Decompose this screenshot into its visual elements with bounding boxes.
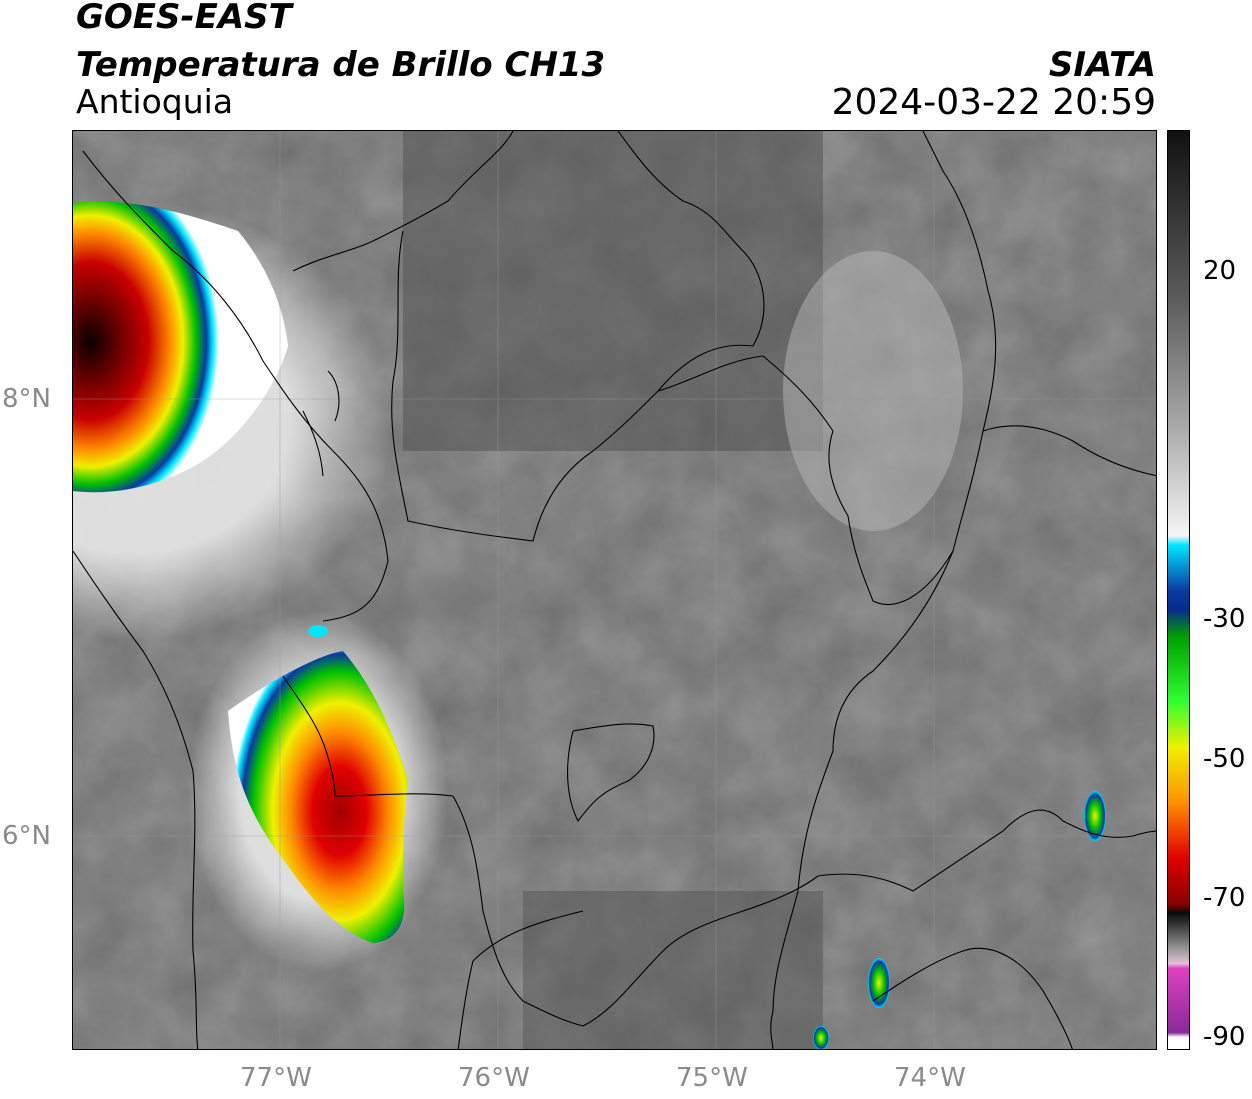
- department-boundary-southeast: [872, 947, 1073, 1049]
- lat-label-6n: 6°N: [2, 821, 51, 851]
- department-boundary-magdalena: [770, 550, 954, 1049]
- lat-label-8n: 8°N: [2, 384, 51, 414]
- bright-region-east: [783, 251, 963, 531]
- department-boundary-cesar: [982, 425, 1156, 477]
- department-boundary-antioquia-north: [391, 230, 659, 542]
- dark-region-north: [403, 131, 823, 451]
- coastline-caribbean: [82, 150, 389, 622]
- department-boundary-north: [657, 355, 954, 605]
- department-boundary-santander: [817, 809, 1156, 892]
- region-label: Antioquia: [76, 82, 234, 121]
- coastline-uraba: [292, 131, 514, 272]
- lon-label-76w: 76°W: [458, 1063, 530, 1093]
- department-boundary-antioquia-west: [282, 675, 454, 797]
- department-boundary-caldas: [567, 723, 655, 823]
- department-boundary-south: [452, 795, 819, 1027]
- map-canvas: [73, 131, 1156, 1049]
- storm-cell-small-east: [1084, 791, 1106, 841]
- coastline-gulf: [302, 370, 340, 477]
- department-boundary-southwest: [457, 910, 584, 1049]
- storm-cell-southwest: [228, 651, 408, 943]
- colorbar-tick-minus30: -30: [1203, 604, 1246, 634]
- storm-cell-small-bottom: [813, 1026, 829, 1049]
- datetime-label: 2024-03-22 20:59: [831, 82, 1156, 123]
- colorbar: [1167, 130, 1190, 1050]
- department-boundary-antioquia-east: [617, 131, 765, 392]
- colorbar-tick-minus50: -50: [1203, 744, 1246, 774]
- graticule: [73, 131, 1156, 1049]
- colorbar-tick-minus90: -90: [1203, 1022, 1246, 1052]
- lon-label-74w: 74°W: [894, 1063, 966, 1093]
- storm-cell-small-south: [868, 958, 890, 1008]
- organization-label: SIATA: [1048, 45, 1156, 85]
- lon-label-75w: 75°W: [676, 1063, 748, 1093]
- satellite-map: [72, 130, 1157, 1050]
- colorbar-tick-20: 20: [1203, 256, 1237, 286]
- department-boundary-east: [922, 131, 997, 552]
- coastline-pacific: [73, 550, 199, 1049]
- product-title: Temperatura de Brillo CH13: [76, 45, 606, 85]
- boundaries: [73, 131, 1156, 1049]
- storm-cell-northwest: [73, 201, 288, 493]
- storm-cell-tiny-coast: [308, 625, 328, 637]
- satellite-title: GOES-EAST: [76, 0, 292, 37]
- colorbar-tick-minus70: -70: [1203, 883, 1246, 913]
- colorbar-gradient: [1168, 131, 1189, 1049]
- colorbar-fill: [1168, 131, 1189, 1049]
- lon-label-77w: 77°W: [240, 1063, 312, 1093]
